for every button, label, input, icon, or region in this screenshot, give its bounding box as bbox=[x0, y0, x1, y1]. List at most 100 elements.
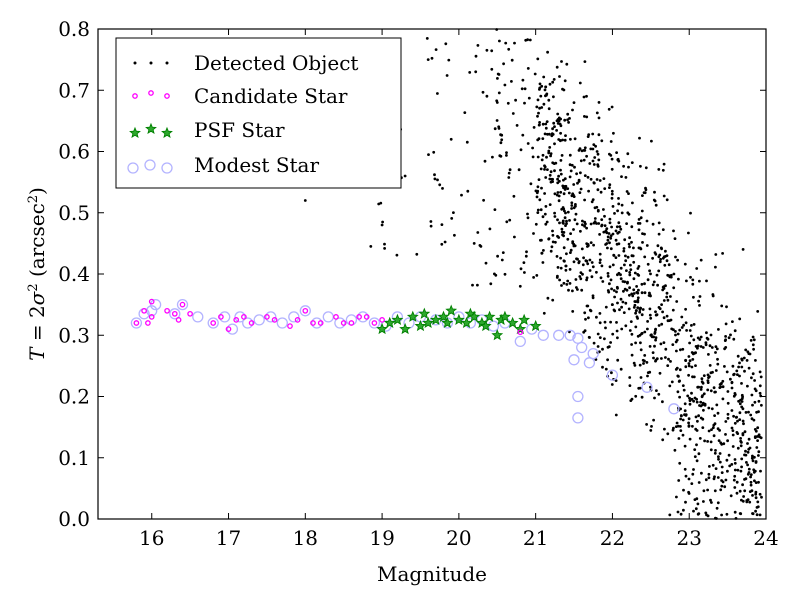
detected-object-point bbox=[552, 121, 556, 125]
detected-object-point bbox=[582, 330, 586, 334]
detected-object-point bbox=[603, 337, 606, 341]
detected-object-point bbox=[592, 143, 596, 147]
detected-object-point bbox=[425, 37, 429, 40]
detected-object-point bbox=[601, 365, 604, 369]
detected-object-point bbox=[670, 380, 674, 384]
detected-object-point bbox=[592, 163, 596, 166]
detected-object-point bbox=[565, 252, 568, 256]
detected-object-point bbox=[731, 445, 735, 448]
detected-object-point bbox=[754, 490, 758, 494]
modest-star-point bbox=[587, 347, 599, 360]
detected-object-point bbox=[443, 240, 447, 244]
detected-object-point bbox=[636, 306, 640, 310]
detected-object-point bbox=[562, 231, 566, 234]
detected-object-point bbox=[701, 381, 705, 385]
detected-object-point bbox=[657, 269, 661, 273]
detected-object-point bbox=[754, 460, 758, 463]
detected-object-point bbox=[649, 272, 652, 276]
detected-object-point bbox=[663, 427, 666, 431]
detected-object-point bbox=[610, 287, 613, 291]
detected-object-point bbox=[740, 457, 744, 461]
detected-object-point bbox=[756, 426, 760, 430]
detected-object-point bbox=[737, 365, 740, 369]
detected-object-point bbox=[555, 129, 558, 132]
candidate-star-point bbox=[310, 320, 316, 326]
detected-object-point bbox=[730, 380, 734, 384]
detected-object-point bbox=[521, 133, 525, 137]
detected-object-point bbox=[749, 483, 753, 487]
detected-object-point bbox=[570, 163, 574, 167]
detected-object-point bbox=[609, 278, 613, 282]
detected-object-point bbox=[430, 56, 434, 60]
detected-object-point bbox=[578, 191, 582, 195]
legend-label-psf: PSF Star bbox=[194, 118, 285, 142]
detected-object-point bbox=[616, 231, 620, 235]
detected-object-point bbox=[679, 429, 683, 432]
detected-object-point bbox=[573, 137, 577, 141]
detected-object-point bbox=[666, 364, 670, 367]
detected-object-point bbox=[714, 265, 717, 269]
detected-object-point bbox=[562, 259, 566, 263]
detected-object-point bbox=[591, 159, 595, 163]
detected-object-point bbox=[613, 212, 616, 215]
detected-object-point bbox=[713, 451, 717, 455]
detected-object-point bbox=[747, 467, 751, 471]
detected-object-point bbox=[539, 238, 542, 242]
detected-object-point bbox=[526, 142, 530, 145]
detected-object-point bbox=[702, 408, 705, 412]
detected-object-point bbox=[580, 288, 584, 292]
detected-object-point bbox=[677, 479, 681, 482]
detected-object-point bbox=[585, 304, 589, 308]
detected-object-point bbox=[593, 217, 597, 220]
detected-object-point bbox=[598, 233, 601, 236]
detected-object-point bbox=[560, 227, 564, 231]
detected-object-point bbox=[536, 208, 540, 212]
detected-object-point bbox=[463, 111, 467, 114]
detected-object-point bbox=[705, 279, 708, 283]
detected-object-point bbox=[650, 335, 654, 339]
detected-object-point bbox=[696, 419, 699, 423]
detected-object-point bbox=[565, 62, 569, 66]
modest-star-point bbox=[265, 311, 277, 323]
detected-object-point bbox=[683, 262, 687, 266]
detected-object-point bbox=[709, 371, 713, 375]
detected-object-point bbox=[627, 307, 631, 311]
detected-object-point bbox=[533, 72, 537, 76]
detected-object-point bbox=[753, 387, 757, 391]
detected-object-point bbox=[725, 458, 729, 462]
x-tick-label: 24 bbox=[753, 526, 778, 550]
detected-object-point bbox=[644, 166, 648, 170]
detected-object-point bbox=[589, 147, 593, 151]
detected-object-point bbox=[661, 285, 665, 289]
detected-object-point bbox=[669, 360, 672, 363]
detected-object-point bbox=[559, 172, 563, 176]
detected-object-point bbox=[643, 191, 647, 195]
detected-object-point bbox=[636, 222, 640, 225]
detected-object-point bbox=[730, 386, 734, 390]
detected-object-point bbox=[649, 294, 652, 298]
detected-object-point bbox=[537, 111, 540, 115]
detected-object-point bbox=[590, 200, 594, 204]
detected-object-point bbox=[738, 374, 741, 378]
detected-object-point bbox=[490, 49, 494, 53]
detected-object-point bbox=[738, 361, 741, 365]
detected-object-point bbox=[593, 156, 597, 159]
detected-object-point bbox=[635, 285, 638, 288]
detected-object-point bbox=[555, 65, 559, 69]
detected-object-point bbox=[537, 123, 541, 127]
detected-object-point bbox=[750, 417, 754, 421]
detected-object-point bbox=[752, 468, 756, 472]
detected-object-point bbox=[654, 327, 657, 331]
detected-object-point bbox=[578, 147, 582, 151]
detected-object-point bbox=[433, 173, 436, 177]
detected-object-point bbox=[715, 347, 719, 351]
detected-object-point bbox=[599, 190, 603, 194]
legend-label-modest: Modest Star bbox=[194, 153, 319, 177]
psf-star-point bbox=[460, 316, 473, 329]
detected-object-point bbox=[586, 262, 590, 266]
detected-object-point bbox=[735, 480, 739, 484]
detected-object-point bbox=[544, 222, 548, 226]
detected-object-point bbox=[617, 159, 621, 163]
detected-object-point bbox=[619, 297, 623, 301]
detected-object-point bbox=[724, 420, 728, 423]
